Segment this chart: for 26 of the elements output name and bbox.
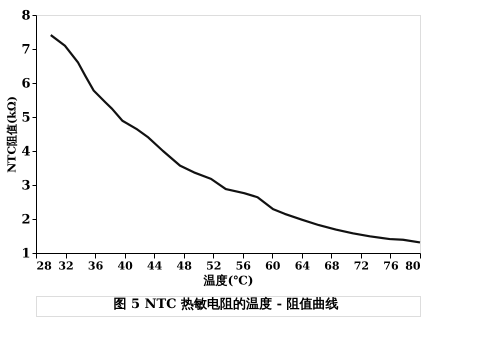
y-tick-label: 4 xyxy=(21,144,30,160)
x-tick-label: 64 xyxy=(294,260,310,272)
x-tick-label: 48 xyxy=(176,260,192,272)
x-tick-label: 56 xyxy=(236,260,252,272)
x-tick-label: 28 xyxy=(36,260,52,272)
caption: 图 5 NTC 热敏电阻的温度 - 阻值曲线 xyxy=(114,296,338,312)
x-tick-label: 72 xyxy=(354,260,370,272)
y-tick-label: 2 xyxy=(21,212,30,228)
x-tick-label: 40 xyxy=(117,260,134,272)
y-tick-label: 5 xyxy=(21,110,30,126)
x-tick-label: 60 xyxy=(265,260,281,272)
y-tick-label: 3 xyxy=(21,178,30,194)
y-tick-label: 7 xyxy=(21,42,30,58)
y-tick-label: 1 xyxy=(21,246,30,262)
x-tick-label: 36 xyxy=(88,260,104,272)
y-axis-title: NTC阻值(kΩ) xyxy=(5,96,18,173)
x-tick-label: 44 xyxy=(147,260,163,272)
x-axis-title: 温度(℃) xyxy=(202,274,254,288)
x-tick-label: 68 xyxy=(324,260,340,272)
x-tick-label: 76 xyxy=(383,260,399,272)
x-tick-label: 32 xyxy=(58,260,74,272)
x-tick-label: 52 xyxy=(206,260,222,272)
y-tick-label: 6 xyxy=(21,76,30,92)
line-series xyxy=(50,34,422,244)
x-tick-label: 80 xyxy=(405,260,421,272)
y-tick-label: 8 xyxy=(21,8,30,24)
